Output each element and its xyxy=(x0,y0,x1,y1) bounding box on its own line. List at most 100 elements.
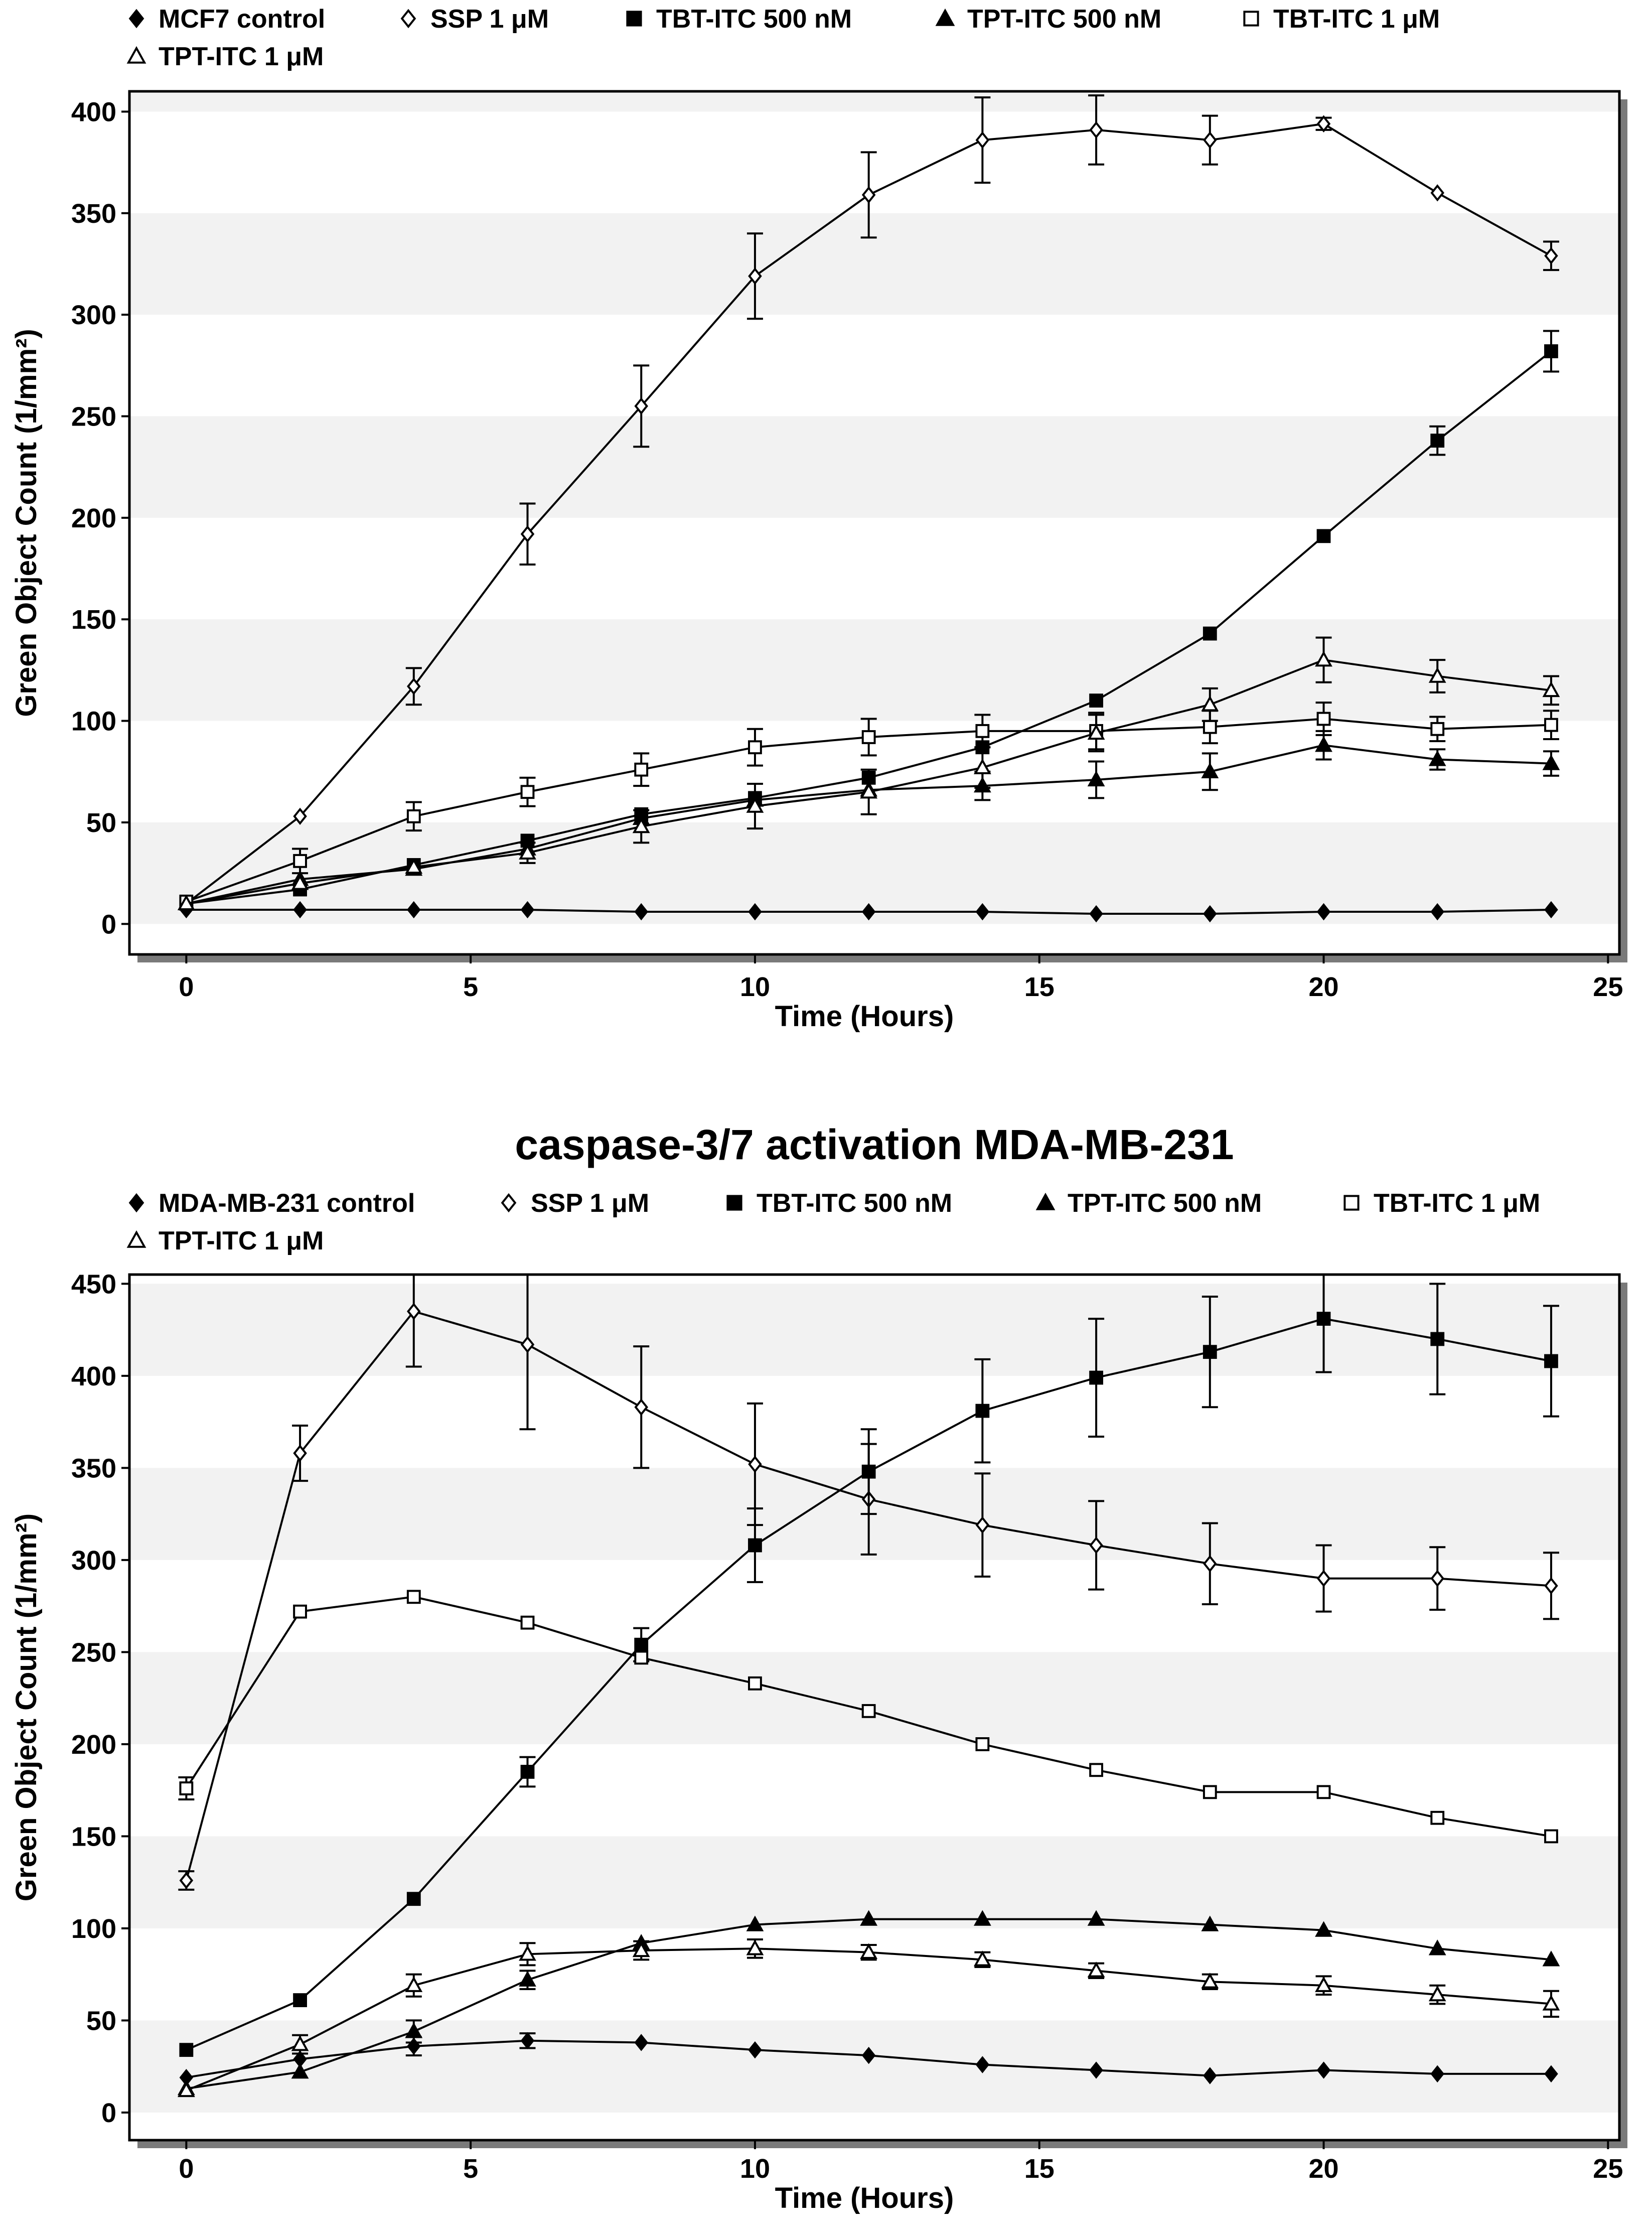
grid-band xyxy=(129,2020,1619,2113)
data-point xyxy=(973,1950,991,1967)
y-tick-label: 350 xyxy=(71,1453,116,1483)
data-point xyxy=(975,724,990,738)
series-tbt-itc-1-um xyxy=(178,1590,1558,1844)
data-point xyxy=(748,1455,762,1473)
data-point xyxy=(1089,1370,1103,1385)
grid-band xyxy=(129,822,1619,924)
data-point xyxy=(1203,2067,1217,2084)
data-point xyxy=(748,1538,762,1553)
legend-item-tbt-itc-1-um: TBT-ITC 1 μM xyxy=(1243,5,1440,34)
data-point xyxy=(1089,121,1103,139)
data-point xyxy=(293,1444,307,1462)
data-point xyxy=(634,397,648,415)
legend-item-mda-mb-231-control: MDA-MB-231 control xyxy=(128,1189,415,1218)
chart-title: caspase-3/7 activation MDA-MB-231 xyxy=(515,1121,1234,1168)
data-point xyxy=(861,903,876,921)
data-point xyxy=(520,1336,535,1353)
data-point xyxy=(519,844,536,860)
data-point xyxy=(1203,1555,1217,1573)
data-point xyxy=(520,785,535,799)
data-point xyxy=(520,2032,535,2050)
data-point xyxy=(634,903,648,921)
plot-frame xyxy=(128,1273,1621,2142)
legend-marker xyxy=(128,9,144,29)
data-point xyxy=(1203,1345,1217,1359)
y-tick-label: 250 xyxy=(71,1637,116,1667)
legend-marker xyxy=(400,9,416,29)
data-point xyxy=(293,807,307,825)
legend-item-mcf7-control: MCF7 control xyxy=(128,5,325,34)
legend-marker xyxy=(726,1195,742,1211)
data-point xyxy=(1203,1785,1217,1799)
y-tick-label: 150 xyxy=(71,605,116,635)
data-point xyxy=(1087,1910,1105,1926)
grid-band xyxy=(129,1284,1619,1376)
legend-item-tbt-itc-1-um: TBT-ITC 1 μM xyxy=(1343,1189,1540,1218)
chart-mda-mb-231: caspase-3/7 activation MDA-MB-2310501001… xyxy=(10,1121,1627,2214)
data-point xyxy=(1430,1810,1445,1825)
y-tick-label: 300 xyxy=(71,300,116,330)
y-tick-label: 250 xyxy=(71,402,116,432)
data-point xyxy=(748,2041,762,2059)
y-axis-label: Green Object Count (1/mm²) xyxy=(10,1513,43,1901)
legend-marker xyxy=(501,1193,517,1213)
x-tick-label: 0 xyxy=(179,2154,194,2184)
data-point xyxy=(520,901,535,919)
x-tick-label: 20 xyxy=(1308,972,1338,1002)
x-tick-label: 25 xyxy=(1593,2154,1623,2184)
legend-item-tpt-itc-1-um: TPT-ITC 1 μM xyxy=(126,1226,324,1255)
data-point xyxy=(177,894,195,911)
data-point xyxy=(1203,131,1217,149)
x-tick-label: 5 xyxy=(463,972,478,1002)
grid-band xyxy=(129,213,1619,315)
data-point xyxy=(1428,1939,1446,1955)
y-tick-label: 100 xyxy=(71,1914,116,1944)
data-point xyxy=(746,1939,764,1955)
data-point xyxy=(632,817,650,833)
data-point xyxy=(1542,1950,1560,1967)
series-tpt-itc-1-um xyxy=(177,1938,1560,2097)
data-point xyxy=(1542,681,1560,697)
data-point xyxy=(1315,651,1332,667)
legend-item-ssp-1-um: SSP 1 μM xyxy=(501,1189,649,1218)
data-point xyxy=(407,901,421,919)
y-tick-label: 300 xyxy=(71,1546,116,1576)
data-point xyxy=(975,2056,990,2073)
plot-frame xyxy=(128,90,1621,956)
data-point xyxy=(634,1650,649,1665)
data-point xyxy=(1316,115,1331,132)
data-point xyxy=(1316,1312,1331,1326)
data-point xyxy=(860,1943,878,1959)
data-point xyxy=(1087,770,1105,787)
data-point xyxy=(1203,720,1217,734)
data-point xyxy=(1201,695,1219,712)
y-tick-label: 100 xyxy=(71,707,116,737)
data-point xyxy=(861,2046,876,2064)
data-point xyxy=(746,797,764,813)
data-point xyxy=(1544,901,1558,919)
y-tick-label: 450 xyxy=(71,1269,116,1299)
y-tick-label: 200 xyxy=(71,1730,116,1760)
legend-label: TBT-ITC 1 μM xyxy=(1273,5,1440,34)
legend-marker xyxy=(935,8,955,26)
y-tick-label: 350 xyxy=(71,199,116,229)
data-point xyxy=(634,762,649,777)
data-point xyxy=(1201,1915,1219,1931)
data-point xyxy=(293,1993,307,2007)
legend-marker xyxy=(126,1230,146,1248)
legend-marker xyxy=(1343,1195,1360,1211)
legend-label: TPT-ITC 500 nM xyxy=(1068,1189,1262,1218)
data-point xyxy=(1089,1763,1103,1777)
data-point xyxy=(975,131,990,149)
data-point xyxy=(1203,905,1217,923)
data-point xyxy=(1430,1570,1445,1587)
data-point xyxy=(1544,1354,1558,1368)
data-point xyxy=(746,1915,764,1931)
x-tick-label: 10 xyxy=(740,2154,770,2184)
data-point xyxy=(1544,2065,1558,2083)
series-tpt-itc-500-nm xyxy=(177,1910,1560,2095)
x-tick-label: 10 xyxy=(740,972,770,1002)
data-point xyxy=(179,1781,194,1795)
data-point xyxy=(1089,693,1103,708)
